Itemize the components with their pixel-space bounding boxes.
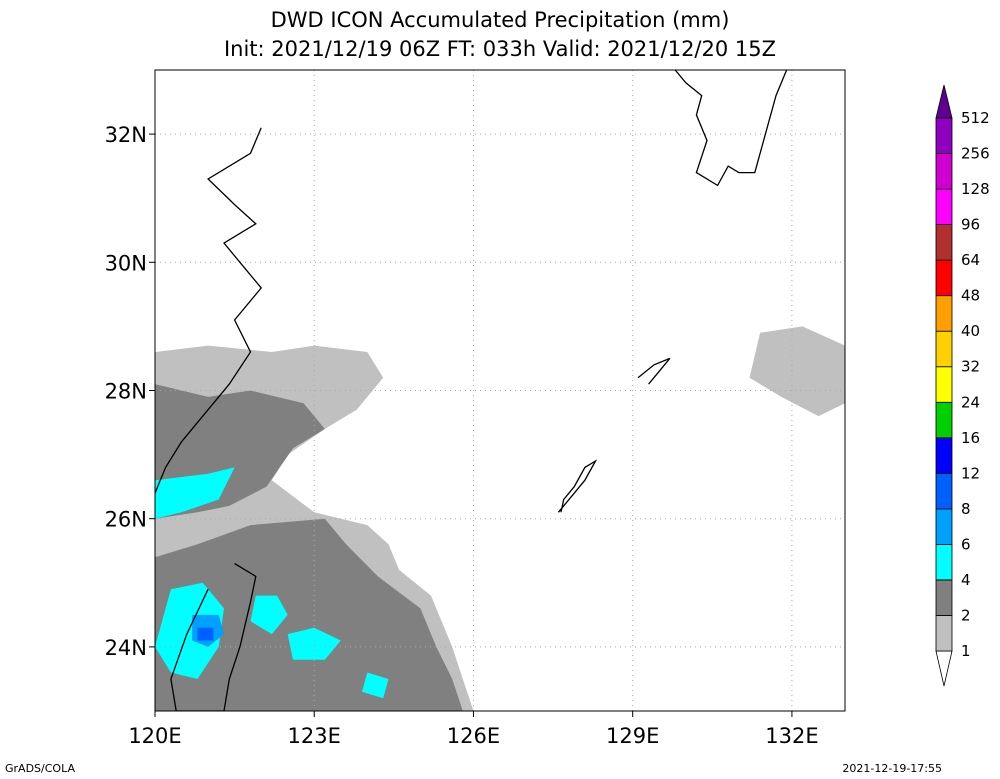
colorbar-label-4: 4 xyxy=(961,571,971,589)
colorbar-swatch-48-64 xyxy=(935,259,953,297)
x-tick-label-2: 126E xyxy=(447,724,500,748)
colorbar-swatch-16-24 xyxy=(935,401,953,439)
colorbar-label-2: 2 xyxy=(961,606,971,624)
colorbar-swatch-32-40 xyxy=(935,330,953,368)
precip-shading xyxy=(155,326,845,711)
colorbar-label-1: 1 xyxy=(961,642,971,660)
colorbar-swatch-96-128 xyxy=(935,188,953,225)
x-tick-label-4: 132E xyxy=(765,724,818,748)
precip-region-7 xyxy=(287,627,341,660)
colorbar-swatch-12-16 xyxy=(935,437,953,474)
colorbar-swatch-40-48 xyxy=(935,295,953,332)
x-axis: 120E 123E 126E 129E 132E xyxy=(128,711,819,748)
x-tick-label-1: 123E xyxy=(288,724,341,748)
chart-title: DWD ICON Accumulated Precipitation (mm) xyxy=(270,8,730,32)
colorbar-label-16: 16 xyxy=(961,429,980,447)
y-tick-label-1: 26N xyxy=(105,508,147,532)
colorbar-label-512: 512 xyxy=(961,109,990,127)
coastline-4 xyxy=(674,70,788,187)
colorbar-label-40: 40 xyxy=(961,322,980,340)
colorbar-swatch-24-32 xyxy=(935,366,953,403)
footer-timestamp: 2021-12-19-17:55 xyxy=(842,762,942,775)
colorbar-label-64: 64 xyxy=(961,251,980,269)
colorbar-swatch-64-96 xyxy=(935,224,953,261)
gridlines xyxy=(155,70,845,711)
coastlines xyxy=(155,70,788,711)
colorbar-label-48: 48 xyxy=(961,287,980,305)
colorbar-label-24: 24 xyxy=(961,393,980,411)
precip-region-4 xyxy=(155,467,235,519)
precip-region-3 xyxy=(155,518,463,711)
colorbar-top-arrow xyxy=(935,84,953,119)
precip-region-1 xyxy=(749,326,845,417)
coastline-3 xyxy=(637,357,671,385)
y-tick-label-4: 32N xyxy=(105,123,147,147)
colorbar-bottom-arrow xyxy=(935,650,953,687)
y-tick-label-3: 30N xyxy=(105,251,147,275)
colorbar-label-96: 96 xyxy=(961,216,980,234)
precip-region-8 xyxy=(362,672,389,699)
colorbar-label-128: 128 xyxy=(961,180,990,198)
x-tick-label-0: 120E xyxy=(128,724,181,748)
colorbar-label-256: 256 xyxy=(961,145,990,163)
y-tick-label-2: 28N xyxy=(105,380,147,404)
y-axis: 24N 26N 28N 30N 32N xyxy=(105,123,155,660)
coastline-0 xyxy=(155,127,263,494)
colorbar-label-12: 12 xyxy=(961,464,980,482)
chart-subtitle: Init: 2021/12/19 06Z FT: 033h Valid: 202… xyxy=(223,37,777,61)
colorbar-swatch-4-6 xyxy=(935,544,953,581)
colorbar-swatch-2-4 xyxy=(935,579,953,616)
colorbar-swatch-256-512 xyxy=(935,117,953,154)
precip-region-6 xyxy=(250,595,288,635)
y-tick-label-0: 24N xyxy=(105,636,147,660)
coastline-2 xyxy=(557,459,598,513)
colorbar-swatch-1-2 xyxy=(935,615,953,652)
colorbar-swatch-6-8 xyxy=(935,508,953,545)
colorbar-label-8: 8 xyxy=(961,500,971,518)
colorbar-label-32: 32 xyxy=(961,358,980,376)
coastline-1 xyxy=(170,563,257,711)
colorbar-swatch-8-12 xyxy=(935,472,953,510)
colorbar-swatch-128-256 xyxy=(935,153,953,190)
precip-region-5 xyxy=(155,582,224,679)
colorbar-label-6: 6 xyxy=(961,535,971,553)
footer-left: GrADS/COLA xyxy=(5,762,75,775)
precip-region-10 xyxy=(197,627,214,641)
x-tick-label-3: 129E xyxy=(606,724,659,748)
